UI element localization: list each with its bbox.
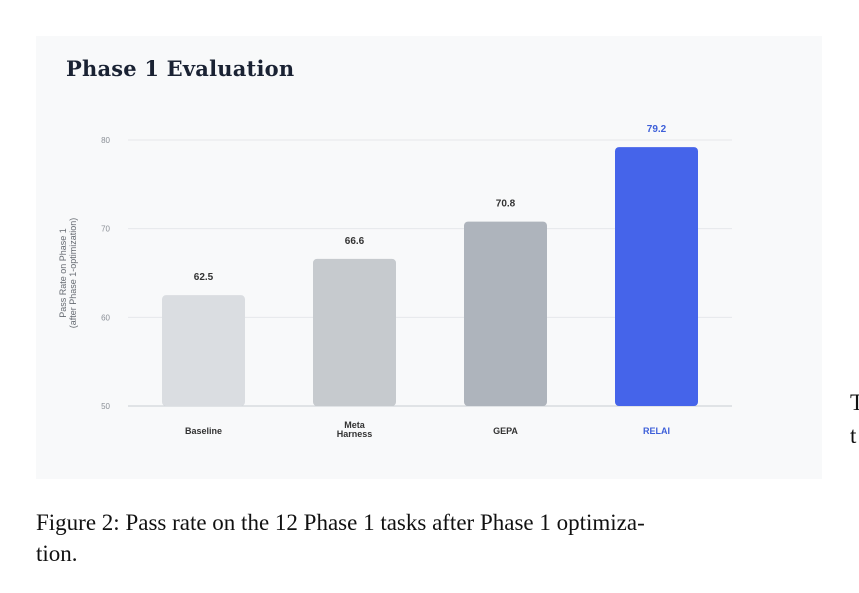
bar bbox=[464, 221, 547, 406]
value-labels: 62.5 66.6 70.8 79.2 bbox=[194, 124, 667, 283]
y-tick-label: 50 bbox=[101, 402, 110, 411]
chart-title: Phase 1 Evaluation bbox=[66, 56, 295, 81]
figure-caption: Figure 2: Pass rate on the 12 Phase 1 ta… bbox=[36, 507, 826, 569]
bars bbox=[162, 147, 698, 406]
bar-chart: 50 60 70 80 62.5 66.6 70.8 79.2 Baseline Meta Ha… bbox=[58, 124, 732, 439]
margin-fragment-1: T bbox=[850, 390, 859, 415]
value-label: 66.6 bbox=[345, 236, 365, 247]
x-tick-label: Baseline bbox=[185, 426, 222, 436]
y-tick-label: 60 bbox=[101, 313, 110, 322]
bar bbox=[313, 258, 396, 406]
x-tick-label: RELAI bbox=[643, 426, 670, 436]
x-axis-ticks: Baseline Meta Harness GEPA RELAI bbox=[185, 420, 670, 439]
bar bbox=[162, 295, 245, 406]
caption-line-2: tion. bbox=[36, 541, 78, 566]
bar bbox=[615, 147, 698, 406]
y-tick-label: 70 bbox=[101, 225, 110, 234]
x-tick-label: Meta Harness bbox=[337, 420, 373, 439]
y-axis-label: Pass Rate on Phase 1(after Phase 1-optim… bbox=[58, 218, 78, 329]
y-axis-title: Pass Rate on Phase 1(after Phase 1-optim… bbox=[58, 218, 78, 329]
y-axis-ticks: 50 60 70 80 bbox=[101, 136, 110, 411]
value-label: 79.2 bbox=[647, 124, 667, 135]
caption-line-1: Figure 2: Pass rate on the 12 Phase 1 ta… bbox=[36, 510, 645, 535]
margin-fragment-2: t bbox=[850, 423, 857, 448]
y-tick-label: 80 bbox=[101, 136, 110, 145]
value-label: 70.8 bbox=[496, 199, 516, 210]
x-tick-label: GEPA bbox=[493, 426, 518, 436]
chart-panel: Phase 1 Evaluation 50 60 70 80 62.5 66.6 70.8… bbox=[36, 36, 822, 479]
value-label: 62.5 bbox=[194, 272, 214, 283]
